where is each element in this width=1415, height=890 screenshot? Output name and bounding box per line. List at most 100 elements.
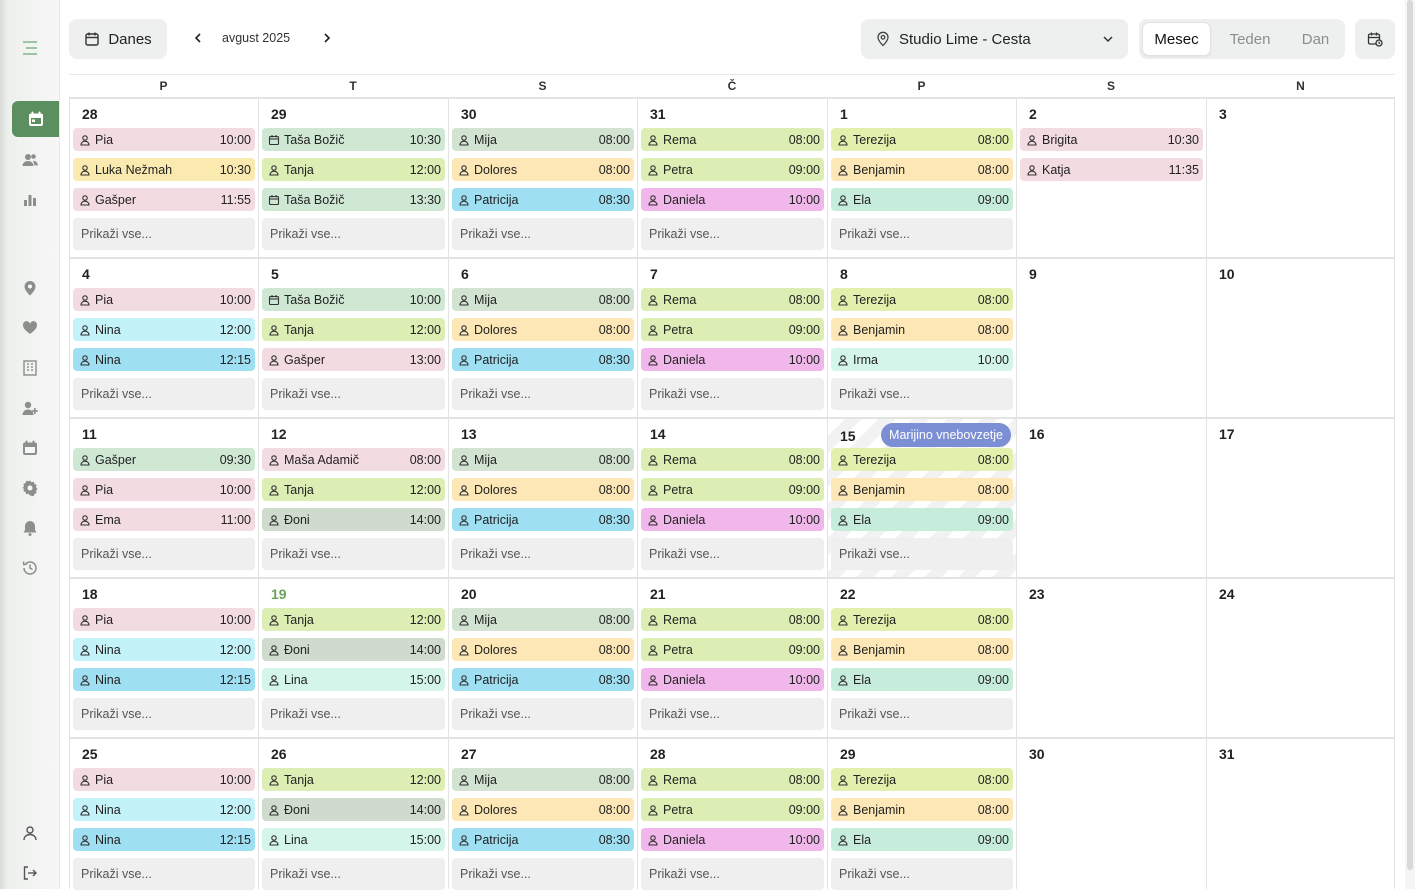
- appointment-item[interactable]: Terezija 08:00: [831, 768, 1013, 791]
- appointment-item[interactable]: Daniela 10:00: [641, 508, 824, 531]
- show-more-button[interactable]: Prikaži vse...: [73, 538, 255, 570]
- show-more-button[interactable]: Prikaži vse...: [262, 378, 445, 410]
- calendar-day-cell[interactable]: 28 Pia 10:00 Luka Nežmah 10:30 Gašper 11:55 Pri…: [69, 97, 258, 257]
- appointment-item[interactable]: Patricija 08:30: [452, 188, 634, 211]
- view-day-button[interactable]: Dan: [1301, 30, 1330, 48]
- sidebar-logout-button[interactable]: [14, 857, 46, 889]
- appointment-item[interactable]: Dolores 08:00: [452, 798, 634, 821]
- show-more-button[interactable]: Prikaži vse...: [831, 698, 1013, 730]
- show-more-button[interactable]: Prikaži vse...: [641, 538, 824, 570]
- appointment-item[interactable]: Petra 09:00: [641, 798, 824, 821]
- appointment-item[interactable]: Daniela 10:00: [641, 668, 824, 691]
- show-more-button[interactable]: Prikaži vse...: [641, 218, 824, 250]
- calendar-day-cell[interactable]: 1 Terezija 08:00 Benjamin 08:00 Ela 09:00 Prika…: [827, 97, 1016, 257]
- appointment-item[interactable]: Nina 12:15: [73, 828, 255, 851]
- show-more-button[interactable]: Prikaži vse...: [641, 378, 824, 410]
- show-more-button[interactable]: Prikaži vse...: [831, 538, 1013, 570]
- appointment-item[interactable]: Patricija 08:30: [452, 828, 634, 851]
- calendar-day-cell[interactable]: 10: [1206, 257, 1395, 417]
- calendar-day-cell[interactable]: 12 Maša Adamič 08:00 Tanja 12:00 Đoni 14:00 Pri…: [258, 417, 448, 577]
- appointment-item[interactable]: Mija 08:00: [452, 128, 634, 151]
- show-more-button[interactable]: Prikaži vse...: [262, 538, 445, 570]
- appointment-item[interactable]: Terezija 08:00: [831, 128, 1013, 151]
- calendar-day-cell[interactable]: 15 Marijino vnebovzetje Terezija 08:00 Benja…: [827, 417, 1016, 577]
- appointment-item[interactable]: Pia 10:00: [73, 768, 255, 791]
- appointment-item[interactable]: Mija 08:00: [452, 288, 634, 311]
- appointment-item[interactable]: Pia 10:00: [73, 608, 255, 631]
- show-more-button[interactable]: Prikaži vse...: [73, 698, 255, 730]
- appointment-item[interactable]: Đoni 14:00: [262, 508, 445, 531]
- show-more-button[interactable]: Prikaži vse...: [262, 858, 445, 890]
- calendar-day-cell[interactable]: 29 Taša Božič 10:30 Tanja 12:00 Taša Božič 13:…: [258, 97, 448, 257]
- calendar-day-cell[interactable]: 30: [1016, 737, 1206, 889]
- appointment-item[interactable]: Patricija 08:30: [452, 668, 634, 691]
- show-more-button[interactable]: Prikaži vse...: [73, 218, 255, 250]
- appointment-item[interactable]: Nina 12:15: [73, 348, 255, 371]
- appointment-item[interactable]: Dolores 08:00: [452, 318, 634, 341]
- appointment-item[interactable]: Rema 08:00: [641, 288, 824, 311]
- sidebar-building-button[interactable]: [14, 352, 46, 384]
- calendar-day-cell[interactable]: 18 Pia 10:00 Nina 12:00 Nina 12:15 Prikaži vse.…: [69, 577, 258, 737]
- appointment-item[interactable]: Irma 10:00: [831, 348, 1013, 371]
- calendar-day-cell[interactable]: 31: [1206, 737, 1395, 889]
- calendar-day-cell[interactable]: 30 Mija 08:00 Dolores 08:00 Patricija 08:30 Pri…: [448, 97, 637, 257]
- appointment-item[interactable]: Ema 11:00: [73, 508, 255, 531]
- appointment-item[interactable]: Rema 08:00: [641, 128, 824, 151]
- calendar-day-cell[interactable]: 16: [1016, 417, 1206, 577]
- show-more-button[interactable]: Prikaži vse...: [452, 378, 634, 410]
- appointment-item[interactable]: Lina 15:00: [262, 668, 445, 691]
- sidebar-bell-button[interactable]: [14, 512, 46, 544]
- appointment-item[interactable]: Maša Adamič 08:00: [262, 448, 445, 471]
- calendar-day-cell[interactable]: 19 Tanja 12:00 Đoni 14:00 Lina 15:00 Prikaži vs…: [258, 577, 448, 737]
- appointment-item[interactable]: Benjamin 08:00: [831, 158, 1013, 181]
- calendar-day-cell[interactable]: 5 Taša Božič 10:00 Tanja 12:00 Gašper 13:00 Pri…: [258, 257, 448, 417]
- view-month-button[interactable]: Mesec: [1142, 22, 1211, 56]
- calendar-day-cell[interactable]: 23: [1016, 577, 1206, 737]
- show-more-button[interactable]: Prikaži vse...: [262, 218, 445, 250]
- appointment-item[interactable]: Petra 09:00: [641, 638, 824, 661]
- appointment-item[interactable]: Gašper 11:55: [73, 188, 255, 211]
- appointment-item[interactable]: Đoni 14:00: [262, 798, 445, 821]
- appointment-item[interactable]: Dolores 08:00: [452, 478, 634, 501]
- appointment-item[interactable]: Dolores 08:00: [452, 638, 634, 661]
- sidebar-menu-button[interactable]: [14, 32, 46, 64]
- appointment-item[interactable]: Patricija 08:30: [452, 508, 634, 531]
- appointment-item[interactable]: Terezija 08:00: [831, 288, 1013, 311]
- appointment-item[interactable]: Dolores 08:00: [452, 158, 634, 181]
- calendar-day-cell[interactable]: 13 Mija 08:00 Dolores 08:00 Patricija 08:30 Pri…: [448, 417, 637, 577]
- calendar-day-cell[interactable]: 8 Terezija 08:00 Benjamin 08:00 Irma 10:00 Prik…: [827, 257, 1016, 417]
- appointment-item[interactable]: Nina 12:00: [73, 318, 255, 341]
- appointment-item[interactable]: Luka Nežmah 10:30: [73, 158, 255, 181]
- appointment-item[interactable]: Benjamin 08:00: [831, 318, 1013, 341]
- appointment-item[interactable]: Petra 09:00: [641, 478, 824, 501]
- calendar-day-cell[interactable]: 11 Gašper 09:30 Pia 10:00 Ema 11:00 Prikaži vse…: [69, 417, 258, 577]
- calendar-day-cell[interactable]: 9: [1016, 257, 1206, 417]
- sidebar-profile-button[interactable]: [14, 817, 46, 849]
- today-button[interactable]: Danes: [69, 19, 167, 59]
- appointment-item[interactable]: Rema 08:00: [641, 608, 824, 631]
- appointment-item[interactable]: Ela 09:00: [831, 508, 1013, 531]
- appointment-item[interactable]: Tanja 12:00: [262, 478, 445, 501]
- calendar-day-cell[interactable]: 31 Rema 08:00 Petra 09:00 Daniela 10:00 Prikaži…: [637, 97, 827, 257]
- calendar-day-cell[interactable]: 24: [1206, 577, 1395, 737]
- calendar-day-cell[interactable]: 25 Pia 10:00 Nina 12:00 Nina 12:15 Prikaži vse.…: [69, 737, 258, 890]
- appointment-item[interactable]: Tanja 12:00: [262, 608, 445, 631]
- scrollbar-thumb[interactable]: [1407, 0, 1413, 870]
- show-more-button[interactable]: Prikaži vse...: [831, 858, 1013, 890]
- appointment-item[interactable]: Daniela 10:00: [641, 828, 824, 851]
- sidebar-history-button[interactable]: [14, 552, 46, 584]
- appointment-item[interactable]: Nina 12:00: [73, 638, 255, 661]
- appointment-item[interactable]: Benjamin 08:00: [831, 798, 1013, 821]
- calendar-day-cell[interactable]: 6 Mija 08:00 Dolores 08:00 Patricija 08:30 Prik…: [448, 257, 637, 417]
- appointment-item[interactable]: Đoni 14:00: [262, 638, 445, 661]
- prev-month-button[interactable]: [188, 28, 208, 48]
- appointment-item[interactable]: Nina 12:00: [73, 798, 255, 821]
- appointment-item[interactable]: Tanja 12:00: [262, 158, 445, 181]
- calendar-settings-button[interactable]: [1355, 19, 1395, 59]
- appointment-item[interactable]: Rema 08:00: [641, 768, 824, 791]
- calendar-day-cell[interactable]: 2 Brigita 10:30 Katja 11:35: [1016, 97, 1206, 257]
- appointment-item[interactable]: Daniela 10:00: [641, 348, 824, 371]
- appointment-item[interactable]: Ela 09:00: [831, 828, 1013, 851]
- appointment-item[interactable]: Ela 09:00: [831, 188, 1013, 211]
- appointment-item[interactable]: Taša Božič 13:30: [262, 188, 445, 211]
